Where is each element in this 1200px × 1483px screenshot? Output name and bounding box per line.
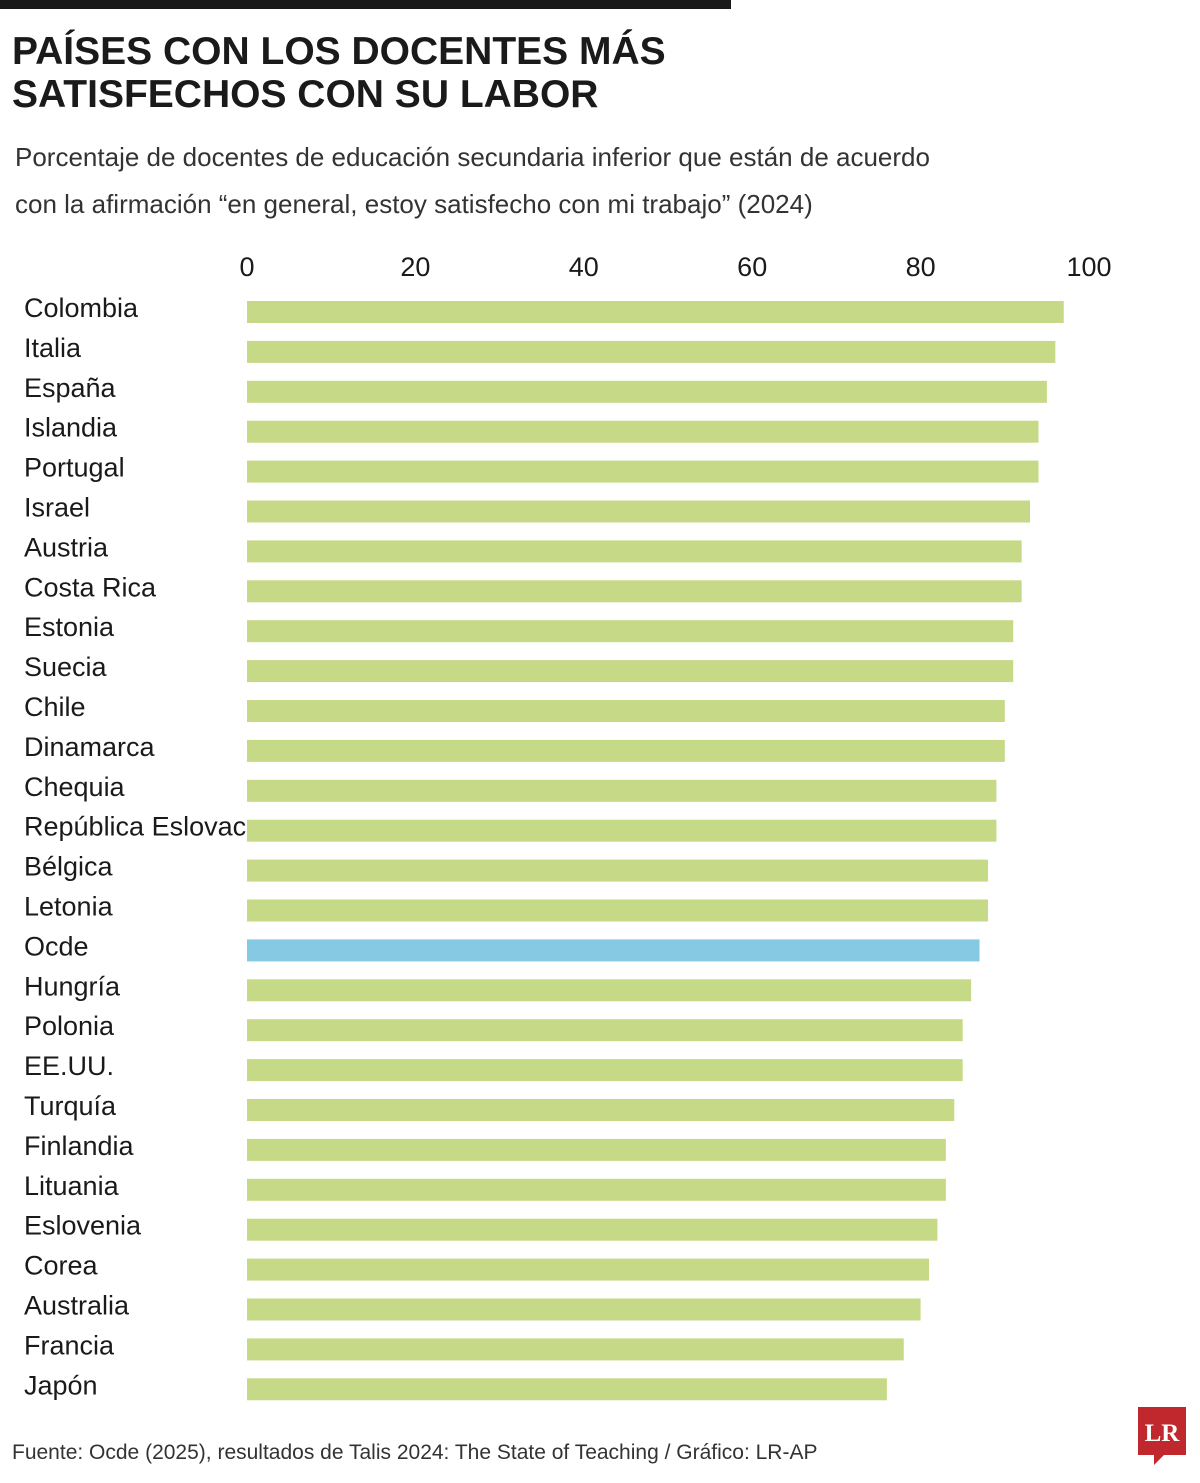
category-label: Letonia — [24, 892, 114, 922]
category-label: Ocde — [24, 931, 89, 961]
lr-logo: LR — [1138, 1407, 1186, 1465]
bar — [247, 380, 1047, 403]
bar — [247, 1338, 904, 1361]
bar — [247, 1099, 955, 1121]
category-label: Suecia — [24, 652, 108, 682]
lr-logo-shape — [1138, 1407, 1186, 1465]
category-label: Italia — [24, 333, 82, 363]
lr-logo-text: LR — [1145, 1420, 1181, 1447]
bar — [247, 1019, 963, 1042]
bar — [247, 620, 1014, 643]
category-label: República Eslovaca — [24, 812, 262, 842]
chart-title: PAÍSES CON LOS DOCENTES MÁS SATISFECHOS … — [12, 30, 912, 116]
chart-subtitle-line-2: con la afirmación “en general, estoy sat… — [15, 189, 813, 219]
category-label: Bélgica — [24, 852, 114, 882]
category-label: Lituania — [24, 1171, 120, 1201]
bar — [247, 1138, 946, 1161]
bar — [247, 460, 1039, 483]
bar — [247, 739, 1005, 762]
bar — [247, 1298, 921, 1321]
x-tick-label: 60 — [737, 252, 767, 282]
bar — [247, 1059, 963, 1082]
chart-title-line-1: PAÍSES CON LOS DOCENTES MÁS — [12, 30, 666, 73]
category-label: España — [24, 373, 117, 403]
x-tick-label: 20 — [400, 252, 430, 282]
bar — [247, 580, 1022, 603]
chart-title-line-2: SATISFECHOS CON SU LABOR — [12, 73, 599, 116]
bar — [247, 1218, 938, 1241]
bar — [247, 1378, 887, 1401]
category-label: Colombia — [24, 293, 139, 323]
category-label: Japón — [24, 1370, 98, 1400]
bar-highlight — [247, 939, 980, 962]
bar — [247, 899, 988, 922]
category-label: Chile — [24, 692, 86, 722]
category-label: Francia — [24, 1330, 115, 1360]
bar — [247, 660, 1014, 683]
bar — [247, 301, 1064, 323]
bar — [247, 819, 997, 842]
category-label: Islandia — [24, 413, 118, 443]
x-tick-label: 40 — [569, 252, 599, 282]
bar — [247, 540, 1022, 563]
bar — [247, 340, 1056, 363]
chart-subtitle-line-1: Porcentaje de docentes de educación secu… — [15, 142, 930, 172]
category-label: Hungría — [24, 971, 121, 1001]
category-label: Chequia — [24, 772, 126, 802]
bar — [247, 420, 1039, 443]
y-axis-labels: Colombia Italia España Islandia Portugal Isra… — [24, 293, 262, 1400]
category-label: Israel — [24, 493, 90, 523]
source-footer: Fuente: Ocde (2025), resultados de Talis… — [12, 1441, 818, 1464]
bar-chart: 0 20 40 60 80 100 Colombia Italia España Islandi… — [24, 252, 1112, 1401]
bars — [247, 301, 1064, 1401]
category-label: Polonia — [24, 1011, 115, 1041]
top-rule — [0, 0, 731, 9]
x-tick-label: 100 — [1066, 252, 1111, 282]
category-label: Costa Rica — [24, 572, 157, 602]
chart-subtitle: Porcentaje de docentes de educación secu… — [15, 134, 1015, 228]
category-label: Corea — [24, 1251, 99, 1281]
category-label: Finlandia — [24, 1131, 135, 1161]
bar — [247, 859, 988, 882]
x-tick-label: 0 — [239, 252, 254, 282]
bar — [247, 979, 972, 1002]
category-label: Eslovenia — [24, 1211, 142, 1241]
category-label: Austria — [24, 532, 109, 562]
bar — [247, 779, 997, 802]
category-label: Portugal — [24, 453, 125, 483]
bar — [247, 500, 1031, 523]
x-axis-ticks: 0 20 40 60 80 100 — [239, 252, 1111, 282]
category-label: Turquía — [24, 1091, 117, 1121]
category-label: Dinamarca — [24, 732, 156, 762]
bar — [247, 1258, 930, 1281]
category-label: Estonia — [24, 612, 115, 642]
category-label: EE.UU. — [24, 1051, 114, 1081]
category-label: Australia — [24, 1291, 130, 1321]
x-tick-label: 80 — [906, 252, 936, 282]
bar — [247, 700, 1005, 722]
bar — [247, 1178, 946, 1201]
